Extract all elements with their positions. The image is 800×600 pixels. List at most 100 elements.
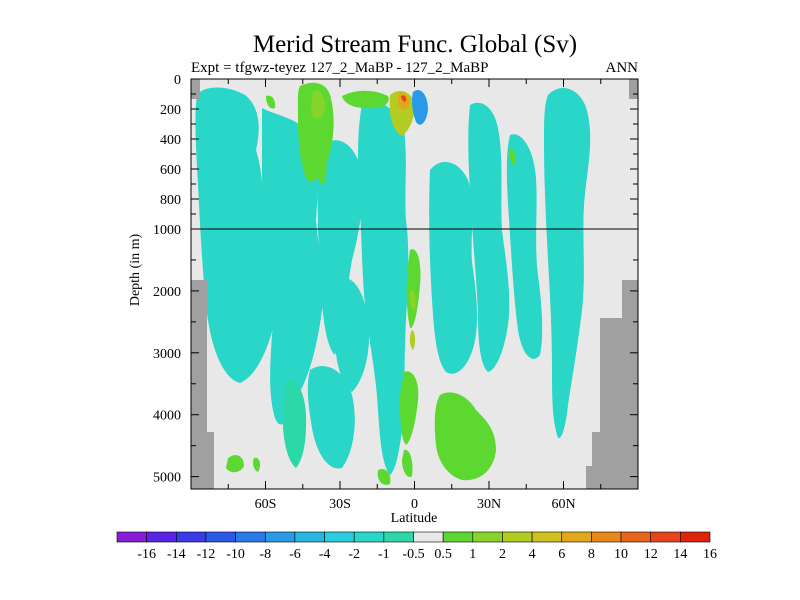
contour-blob (509, 148, 517, 166)
contour-blob (409, 289, 416, 311)
land-block (629, 79, 638, 99)
contour-blob (226, 455, 244, 473)
x-tick-label: 60S (255, 497, 277, 512)
colorbar-swatch (176, 531, 207, 543)
contour-blob (434, 392, 496, 481)
contour-blob (409, 330, 416, 350)
contour-blob (358, 101, 409, 475)
land-block (600, 318, 622, 489)
colorbar-label: -2 (348, 547, 360, 562)
chart-subtitle-left: Expt = tfgwz-teyez 127_2_MaBP - 127_2_Ma… (191, 60, 488, 76)
colorbar-label: -0.5 (402, 547, 424, 562)
contour-blob (266, 95, 276, 109)
colorbar-label: -10 (226, 547, 245, 562)
colorbar-swatch (205, 531, 236, 543)
y-tick-label: 400 (160, 133, 181, 148)
colorbar-swatch (264, 531, 296, 543)
y-tick-label: 0 (174, 73, 181, 88)
contour-blob (400, 371, 419, 445)
colorbar-swatch (561, 531, 592, 543)
y-tick-label: 3000 (153, 347, 181, 362)
x-tick-label: 60N (551, 497, 575, 512)
colorbar-label: -16 (137, 547, 156, 562)
contour-blob (429, 161, 478, 374)
chart-title: Merid Stream Func. Global (Sv) (253, 31, 577, 58)
colorbar-label: 12 (644, 547, 658, 562)
colorbar-swatch (353, 531, 385, 543)
contour-blob (544, 87, 591, 439)
contour-blob (468, 102, 510, 373)
colorbar: -16 -14 -12 -10 -8 -6 -4 -2 -1 -0.5 0.5 1 2 4 6 8 10 12 14… (116, 531, 717, 562)
colorbar-swatch (591, 531, 622, 543)
colorbar-swatch (502, 531, 533, 543)
colorbar-swatch (324, 531, 355, 543)
colorbar-label: -4 (319, 547, 331, 562)
colorbar-swatch (680, 531, 711, 543)
land-block (207, 432, 214, 489)
colorbar-label: 16 (703, 547, 717, 562)
contour-blob (402, 449, 413, 478)
colorbar-label: 6 (558, 547, 565, 562)
contour-blob (317, 150, 327, 185)
contour-blob (307, 366, 355, 469)
land-block (191, 79, 200, 99)
contour-blob (317, 140, 363, 355)
land-mask (191, 79, 638, 489)
colorbar-swatch (620, 531, 651, 543)
colorbar-swatch (235, 531, 266, 543)
y-tick-label: 200 (160, 103, 181, 118)
colorbar-label: 0.5 (434, 547, 452, 562)
y-tick-label: 4000 (153, 409, 181, 424)
x-axis-ticks: 60S 30S 0 30N 60N (227, 79, 602, 512)
colorbar-label: 1 (469, 547, 476, 562)
contour-blob (282, 379, 307, 468)
colorbar-swatch (116, 531, 147, 543)
colorbar-swatch (383, 531, 414, 543)
x-tick-label: 0 (411, 497, 418, 512)
colorbar-label: 8 (588, 547, 595, 562)
y-tick-label: 2000 (153, 285, 181, 300)
colorbar-label: 14 (673, 547, 687, 562)
contour-blob (334, 278, 370, 392)
y-tick-label: 600 (160, 163, 181, 178)
land-block (592, 432, 600, 489)
contour-blob (406, 249, 421, 329)
x-axis-label: Latitude (391, 511, 438, 526)
colorbar-label: -12 (197, 547, 216, 562)
land-block (191, 280, 207, 489)
colorbar-label: -6 (289, 547, 301, 562)
contour-blob (195, 87, 280, 384)
colorbar-swatch (472, 531, 503, 543)
contour-blob (342, 90, 389, 109)
contour-blob (401, 95, 407, 102)
contour-fields (195, 82, 591, 485)
colorbar-label: -14 (167, 547, 186, 562)
y-tick-label: 800 (160, 193, 181, 208)
plot-area: 0 200 400 600 800 1000 2000 3000 4000 5000 60S 30S… (153, 73, 639, 512)
y-axis-ticks: 0 200 400 600 800 1000 2000 3000 4000 5000 (153, 73, 638, 486)
contour-blob (506, 134, 543, 359)
chart-subtitle-right: ANN (606, 60, 639, 76)
colorbar-swatch (294, 531, 325, 543)
colorbar-label: -8 (259, 547, 271, 562)
colorbar-swatch (442, 531, 474, 543)
colorbar-swatch (146, 531, 177, 543)
contour-blob (262, 108, 324, 425)
land-block (586, 466, 592, 489)
contour-blob (311, 90, 326, 119)
colorbar-label: 2 (499, 547, 506, 562)
colorbar-swatch (413, 531, 444, 543)
y-axis-label: Depth (in m) (128, 234, 143, 307)
x-tick-label: 30S (329, 497, 351, 512)
colorbar-label: 10 (614, 547, 628, 562)
contour-blob (377, 468, 391, 485)
colorbar-swatch (531, 531, 563, 543)
contour-blob (253, 457, 261, 472)
y-tick-label: 1000 (153, 223, 181, 238)
x-tick-label: 30N (477, 497, 501, 512)
colorbar-swatch (650, 531, 681, 543)
colorbar-label: 4 (529, 547, 536, 562)
land-block (622, 280, 638, 489)
y-tick-label: 5000 (153, 471, 181, 486)
